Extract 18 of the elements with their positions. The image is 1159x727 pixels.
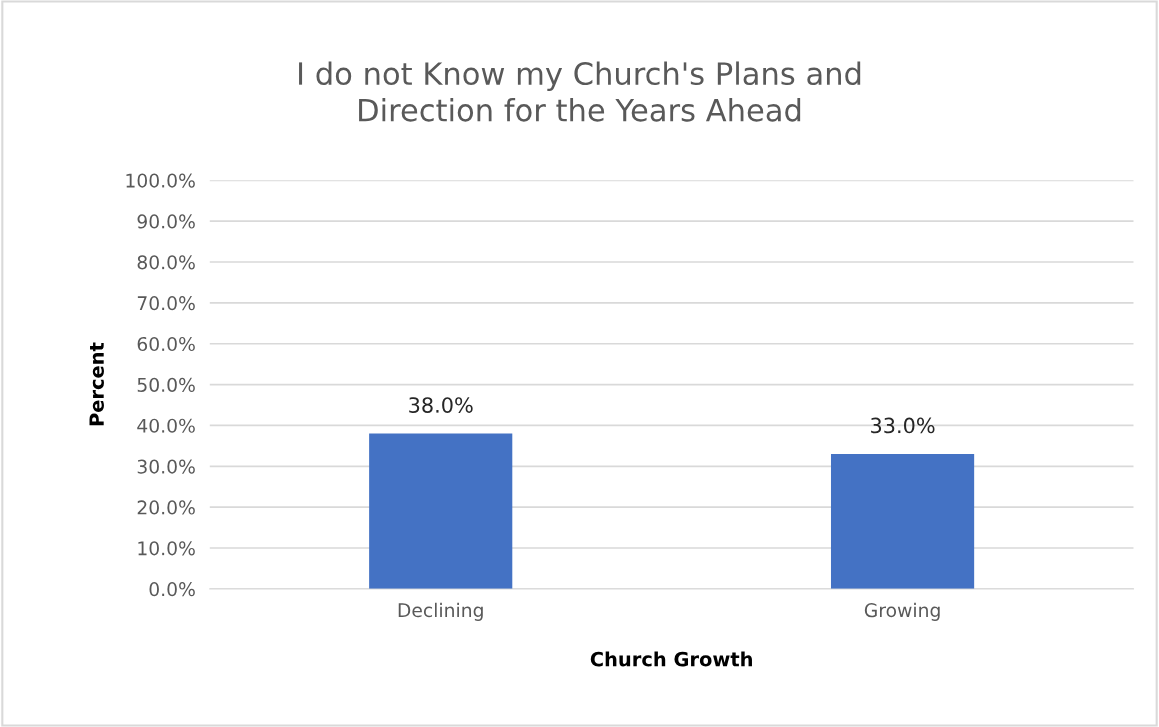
x-tick-label: Declining <box>398 602 483 621</box>
x-tick-label: Growing <box>864 602 940 621</box>
data-label: 38.0% <box>409 397 473 413</box>
y-tick-label: 50.0% <box>137 377 195 392</box>
chart-title: I do not Know my Church's Plans and Direction for the Years Ahead <box>299 61 861 122</box>
x-axis-title: Church Growth <box>590 651 752 667</box>
y-tick-label: 10.0% <box>138 541 195 556</box>
data-label: 33.0% <box>871 417 935 434</box>
y-tick-label: 20.0% <box>137 500 195 515</box>
y-tick-label: 100.0% <box>126 173 195 188</box>
y-tick-label: 60.0% <box>137 336 195 352</box>
y-tick-label: 30.0% <box>137 459 195 474</box>
y-tick-label: 80.0% <box>137 255 195 270</box>
y-tick-label: 70.0% <box>137 296 195 311</box>
y-axis-title: Percent <box>89 342 104 426</box>
y-tick-label: 40.0% <box>137 418 195 433</box>
y-tick-label: 90.0% <box>137 214 195 229</box>
y-tick-label: 0.0% <box>149 582 195 597</box>
